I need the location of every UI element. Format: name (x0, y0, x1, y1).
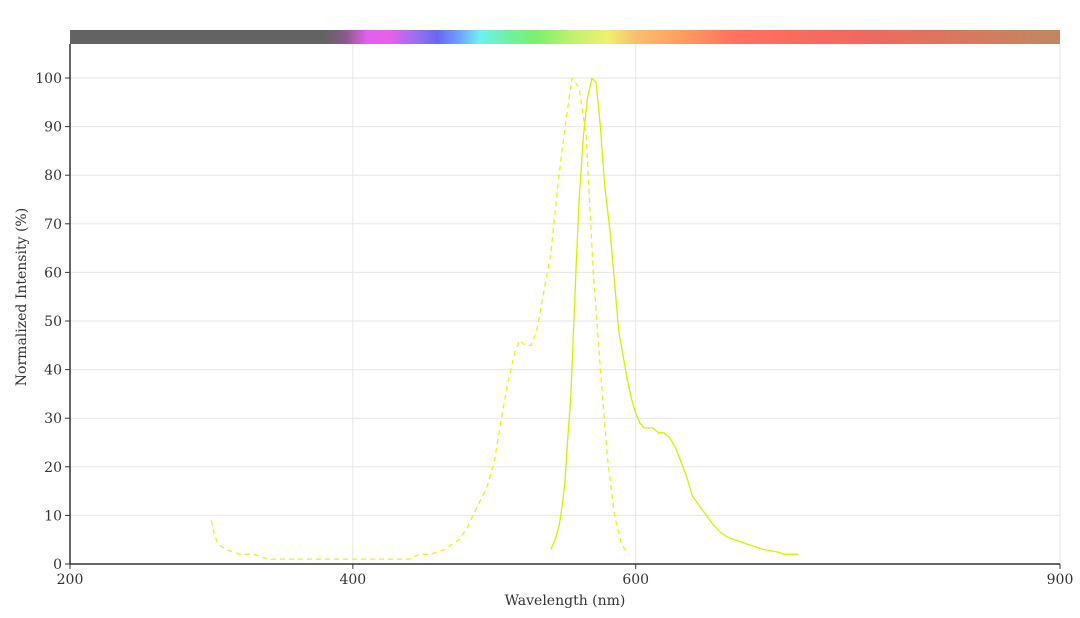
y-tick-label: 30 (44, 411, 62, 427)
y-tick-label: 0 (53, 557, 62, 573)
y-tick-label: 40 (44, 363, 62, 379)
excitation-line (210, 77, 630, 560)
series-layer (210, 77, 799, 560)
y-tick-label: 10 (44, 508, 62, 524)
y-tick-label: 60 (44, 265, 62, 281)
x-axis-title: Wavelength (nm) (505, 593, 626, 609)
y-tick-label: 100 (35, 71, 62, 87)
y-tick-label: 80 (44, 168, 62, 184)
x-tick-label: 200 (57, 572, 84, 588)
y-axis-title: Normalized Intensity (%) (14, 208, 30, 386)
y-tick-label: 50 (44, 314, 62, 330)
spectrum-color-bar (70, 30, 1060, 44)
emission-line (550, 77, 799, 555)
y-tick-label: 20 (44, 460, 62, 476)
x-tick-label: 400 (339, 572, 366, 588)
axis-layer: 0 10 20 30 40 50 60 70 80 90 100 200 400 600 900 (35, 44, 1073, 588)
x-tick-label: 900 (1047, 572, 1074, 588)
y-tick-label: 90 (44, 120, 62, 136)
y-tick-label: 70 (44, 217, 62, 233)
x-tick-label: 600 (622, 572, 649, 588)
grid-layer (70, 44, 1061, 564)
spectrum-bar-layer (70, 30, 1060, 44)
